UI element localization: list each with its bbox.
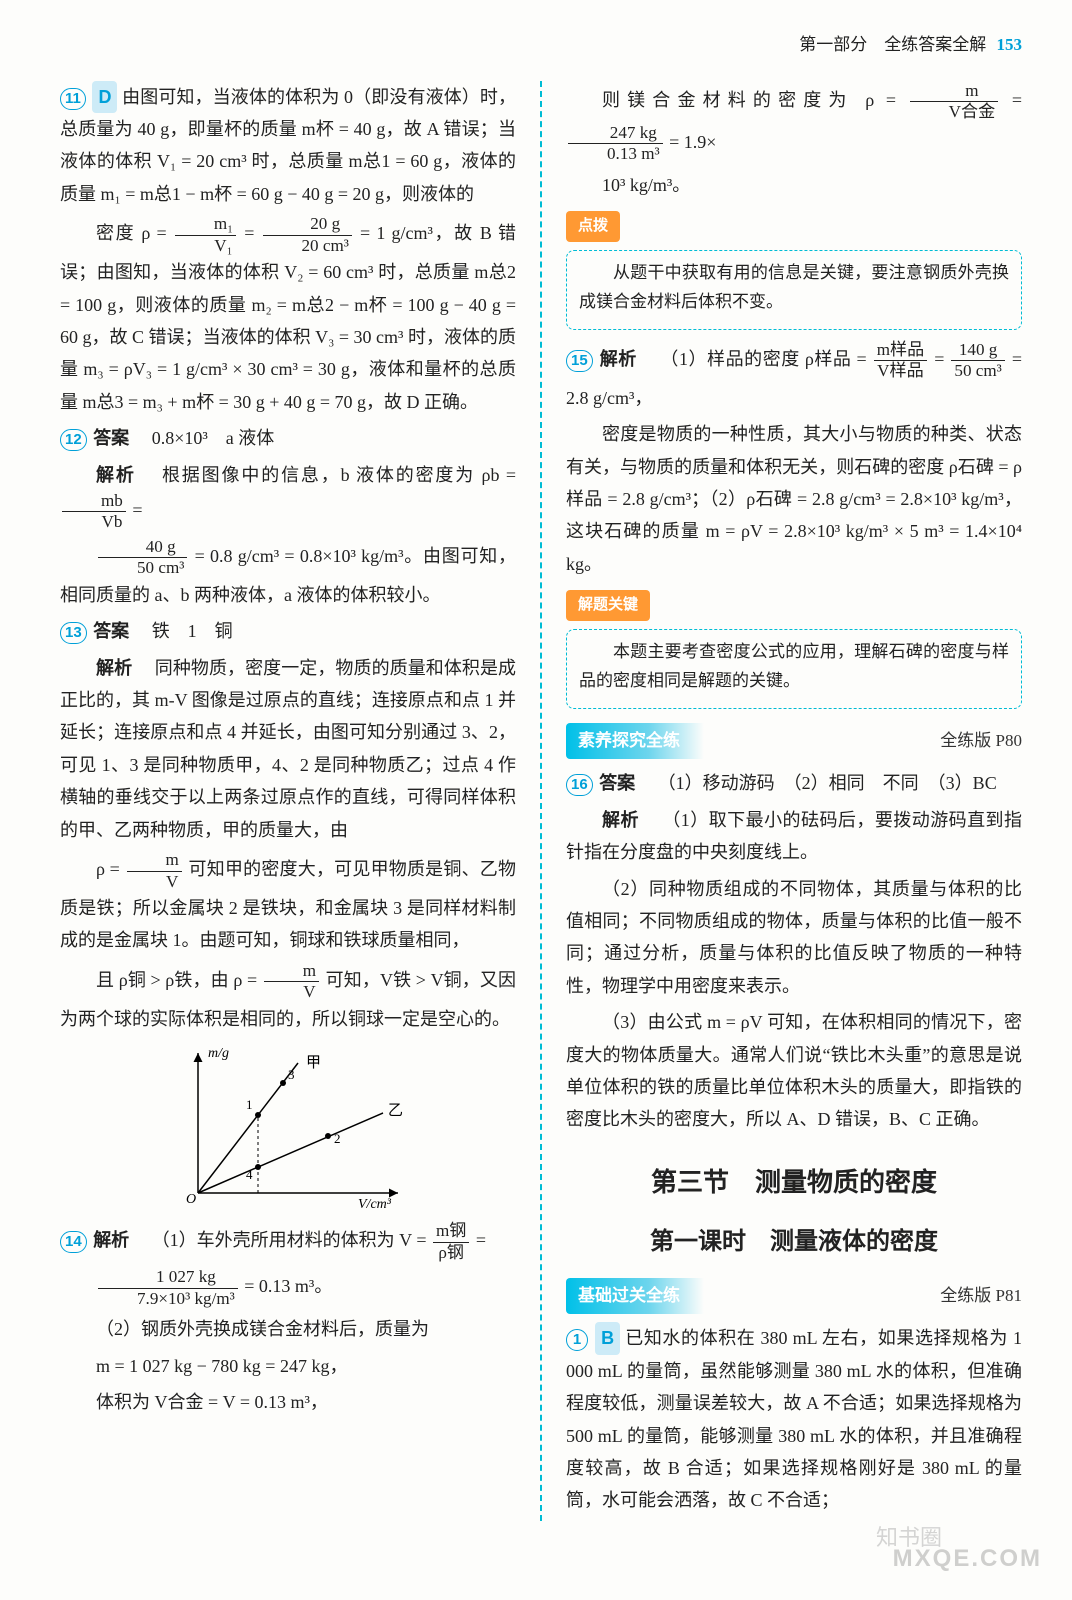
frac-msteel: m钢ρ钢 (433, 1221, 469, 1263)
q15-number: 15 (566, 350, 593, 372)
q16-t3: （3）由公式 m = ρV 可知，在体积相同的情况下，密度大的物体质量大。通常人… (566, 1006, 1022, 1136)
frac-mv2: mV (264, 961, 319, 1003)
hint1-text: 从题干中获取有用的信息是关键，要注意钢质外壳换成镁合金材料后体积不变。 (579, 259, 1009, 317)
q16-ans: （1）移动游码 （2）相同 不同 （3）BC (658, 773, 997, 793)
svg-text:4: 4 (246, 1167, 253, 1182)
q16-t1: 解析 （1）取下最小的砝码后，要拨动游码直到指针指在分度盘的中央刻度线上。 (566, 804, 1022, 869)
column-divider (540, 81, 542, 1521)
q13-ans-label: 答案 (93, 621, 129, 641)
hint1-tag: 点拨 (566, 211, 620, 242)
q12-exp: 解析 根据图像中的信息，b 液体的密度为 ρb = mbVb = (60, 459, 516, 533)
q14-l2: 1 027 kg7.9×10³ kg/m³ = 0.13 m³。 (60, 1267, 516, 1309)
q11-text1: 由图可知，当液体的体积为 0（即没有液体）时，总质量为 40 g，即量杯的质量 … (60, 87, 516, 204)
q13-number: 13 (60, 622, 87, 644)
q1b-number: 1 (566, 1329, 588, 1351)
svg-text:1: 1 (246, 1097, 253, 1112)
frac-140-50: 140 g50 cm³ (951, 340, 1004, 382)
frac-myp: m样品V样品 (874, 340, 927, 382)
q13-exp2: ρ = mV 可知甲的密度大，可见甲物质是铜、乙物质是铁；所以金属块 2 是铁块… (60, 850, 516, 957)
hint2-box: 本题主要考查密度公式的应用，理解石碑的密度与样品的密度相同是解题的关键。 (566, 629, 1022, 709)
q12-number: 12 (60, 429, 87, 451)
svg-text:乙: 乙 (388, 1103, 403, 1119)
q12-exp2: 40 g50 cm³ = 0.8 g/cm³ = 0.8×10³ kg/m³。由… (60, 537, 516, 611)
q16-number: 16 (566, 774, 593, 796)
q1b: 1 B 已知水的体积在 380 mL 左右，如果选择规格为 1 000 mL 的… (566, 1322, 1022, 1516)
sec2-page: 全练版 P81 (940, 1281, 1022, 1312)
section-subtitle-1: 第一课时 测量液体的密度 (566, 1221, 1022, 1264)
q16-ans-label: 答案 (599, 773, 635, 793)
q14-number: 14 (60, 1231, 87, 1253)
section-title-1: 第三节 测量物质的密度 (566, 1160, 1022, 1207)
svg-text:3: 3 (288, 1067, 295, 1082)
q14-l4: m = 1 027 kg − 780 kg = 247 kg， (60, 1350, 516, 1382)
q13: 13 答案 铁 1 铜 (60, 615, 516, 647)
hint2-text: 本题主要考查密度公式的应用，理解石碑的密度与样品的密度相同是解题的关键。 (579, 638, 1009, 696)
q1b-answer-letter: B (595, 1322, 620, 1354)
page-number: 153 (997, 35, 1023, 54)
sec1-page: 全练版 P80 (940, 726, 1022, 757)
q15-t3: 密度是物质的一种性质，其大小与物质的种类、状态有关，与物质的质量和体积无关，则石… (566, 418, 1022, 580)
q14-cont2: 10³ kg/m³。 (566, 169, 1022, 201)
svg-text:m/g: m/g (208, 1046, 229, 1061)
hint1-box: 从题干中获取有用的信息是关键，要注意钢质外壳换成镁合金材料后体积不变。 (566, 250, 1022, 330)
q14: 14 解析 （1）车外壳所用材料的体积为 V = m钢ρ钢 = (60, 1221, 516, 1263)
q11-answer-letter: D (92, 81, 117, 113)
svg-text:V/cm³: V/cm³ (358, 1197, 392, 1212)
q11-number: 11 (60, 88, 86, 110)
hint2-tag: 解题关键 (566, 590, 650, 621)
q14-cont: 则镁合金材料的密度为 ρ = mV合金 = 247 kg0.13 m³ = 1.… (566, 81, 1022, 165)
frac-40-50: 40 g50 cm³ (98, 537, 187, 579)
q13-exp3: 且 ρ铜 > ρ铁，由 ρ = mV 可知，V铁 > V铜，又因为两个球的实际体… (60, 961, 516, 1035)
svg-text:O: O (186, 1192, 196, 1207)
frac-mvhj: mV合金 (910, 81, 999, 123)
q13-ans: 铁 1 铜 (152, 621, 233, 641)
sec1-label: 素养探究全练 (566, 723, 704, 760)
q16: 16 答案 （1）移动游码 （2）相同 不同 （3）BC (566, 767, 1022, 799)
sec2-label: 基础过关全练 (566, 1278, 704, 1315)
q1b-text: 已知水的体积在 380 mL 左右，如果选择规格为 1 000 mL 的量筒，虽… (566, 1328, 1022, 1510)
q14-l3: （2）钢质外壳换成镁合金材料后，质量为 (60, 1313, 516, 1345)
frac-m1v1: m₁V₁ (175, 214, 236, 256)
left-column: 11 D 由图可知，当液体的体积为 0（即没有液体）时，总质量为 40 g，即量… (60, 81, 516, 1521)
q12-ans: 0.8×10³ a 液体 (152, 428, 275, 448)
q11: 11 D 由图可知，当液体的体积为 0（即没有液体）时，总质量为 40 g，即量… (60, 81, 516, 211)
page-header: 第一部分 全练答案全解 153 (60, 30, 1022, 61)
right-column: 则镁合金材料的密度为 ρ = mV合金 = 247 kg0.13 m³ = 1.… (566, 81, 1022, 1521)
q12: 12 答案 0.8×10³ a 液体 (60, 422, 516, 454)
frac-247-013: 247 kg0.13 m³ (568, 123, 663, 165)
q15-exp-label: 解析 (600, 349, 637, 369)
section-bar-2: 基础过关全练 全练版 P81 (566, 1278, 1022, 1315)
q11-line2: 密度 ρ = m₁V₁ = 20 g20 cm³ = 1 g/cm³，故 B 错… (60, 214, 516, 418)
q14-l5: 体积为 V合金 = V = 0.13 m³， (60, 1386, 516, 1418)
frac-mv: mV (127, 850, 182, 892)
svg-text:2: 2 (334, 1131, 341, 1146)
watermark-logo: MXQE.COM (893, 1537, 1042, 1580)
two-column-layout: 11 D 由图可知，当液体的体积为 0（即没有液体）时，总质量为 40 g，即量… (60, 81, 1022, 1521)
header-part: 第一部分 全练答案全解 (799, 35, 986, 54)
q16-t2: （2）同种物质组成的不同物体，其质量与体积的比值相同；不同物质组成的物体，质量与… (566, 873, 1022, 1003)
q14-exp-label: 解析 (93, 1230, 129, 1250)
svg-text:甲: 甲 (306, 1055, 321, 1071)
frac-1027: 1 027 kg7.9×10³ kg/m³ (98, 1267, 238, 1309)
q12-ans-label: 答案 (93, 428, 129, 448)
section-bar-1: 素养探究全练 全练版 P80 (566, 723, 1022, 760)
frac-20-20: 20 g20 cm³ (263, 214, 352, 256)
frac-mbvb: mbVb (62, 491, 126, 533)
q15: 15 解析 （1）样品的密度 ρ样品 = m样品V样品 = 140 g50 cm… (566, 340, 1022, 414)
q13-exp1: 解析 同种物质，密度一定，物质的质量和体积是成正比的，其 m-V 图像是过原点的… (60, 652, 516, 846)
q13-chart: O m/g V/cm³ 1 2 3 4 甲 乙 (158, 1043, 418, 1213)
